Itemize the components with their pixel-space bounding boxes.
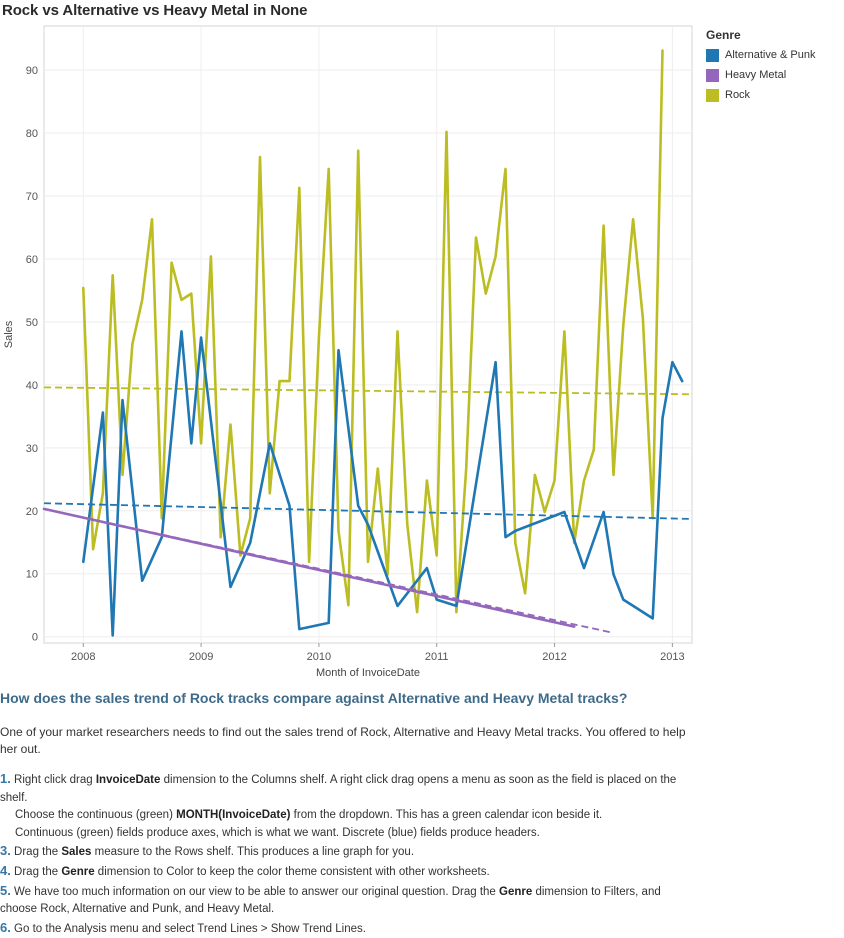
step-4: 4. Drag the Genre dimension to Color to … xyxy=(0,862,700,882)
x-axis-label: Month of InvoiceDate xyxy=(316,667,420,679)
legend-label: Alternative & Punk xyxy=(725,49,816,61)
step-5: 5. We have too much information on our v… xyxy=(0,882,700,919)
step-text: Drag the xyxy=(14,865,62,878)
step-text: dimension to the Columns shelf. A right … xyxy=(0,774,677,804)
step-field: Sales xyxy=(61,846,92,859)
plot-area xyxy=(43,25,693,644)
step-text: dimension to Filters, and choose Rock, A… xyxy=(0,885,661,916)
y-tick-label: 70 xyxy=(26,191,38,203)
x-tick-label: 2013 xyxy=(660,651,684,663)
step-number: 1. xyxy=(0,771,11,786)
legend-label: Rock xyxy=(725,89,751,101)
y-tick-label: 80 xyxy=(26,128,38,140)
step-field: MONTH(InvoiceDate) xyxy=(176,809,291,822)
step-number: 4. xyxy=(0,862,11,878)
legend-title: Genre xyxy=(706,28,741,42)
trend-line-rock xyxy=(43,386,693,396)
step-3: 3. Drag the Sales measure to the Rows sh… xyxy=(0,842,700,862)
x-tick-label: 2009 xyxy=(189,651,213,663)
step-text: from the dropdown. This has a green cale… xyxy=(290,809,603,822)
y-tick-label: 40 xyxy=(26,380,38,392)
step-text: measure to the Rows shelf. This produces… xyxy=(91,846,415,859)
legend: Genre Alternative & Punk Heavy Metal Roc… xyxy=(706,28,816,105)
step-number: 6. xyxy=(0,919,11,935)
x-tick-label: 2011 xyxy=(425,651,449,663)
intro-paragraph: One of your market researchers needs to … xyxy=(0,725,686,756)
series-line-alternative-punk xyxy=(82,330,684,637)
step-text: Choose the continuous (green) xyxy=(15,809,177,822)
step-6: 6. Go to the Analysis menu and select Tr… xyxy=(0,919,700,938)
step-text: Continuous (green) fields produce axes, … xyxy=(15,826,540,839)
trend-line-alternative-punk xyxy=(43,502,693,520)
step-1: 1. Right click drag InvoiceDate dimensio… xyxy=(0,770,700,807)
step-number: 3. xyxy=(0,843,11,859)
step-text: Right click drag xyxy=(14,774,96,786)
legend-swatch-rock xyxy=(706,88,719,102)
y-axis-label: Sales xyxy=(3,320,15,348)
step-text: dimension to Color to keep the color the… xyxy=(94,865,490,878)
legend-item-heavy-metal[interactable]: Heavy Metal xyxy=(706,65,816,85)
y-tick-label: 30 xyxy=(26,443,38,455)
legend-item-alternative-punk[interactable]: Alternative & Punk xyxy=(706,45,816,65)
step-field: Genre xyxy=(499,885,533,898)
step-text: Drag the xyxy=(14,846,62,859)
trend-line-heavy-metal xyxy=(43,508,614,634)
x-tick-label: 2012 xyxy=(542,651,566,663)
legend-label: Heavy Metal xyxy=(725,69,787,81)
step-field: InvoiceDate xyxy=(95,774,161,786)
y-tick-label: 50 xyxy=(26,317,38,329)
step-text: Go to the Analysis menu and select Trend… xyxy=(14,922,366,935)
line-chart: 0 10 20 30 40 50 60 70 80 90 2008 2009 2010 2011 2012 2… xyxy=(3,25,693,679)
y-tick-label: 60 xyxy=(26,254,38,266)
step-1-sub-a: Choose the continuous (green) MONTH(Invo… xyxy=(0,807,700,825)
series-line-rock xyxy=(82,49,664,614)
legend-item-rock[interactable]: Rock xyxy=(706,85,816,105)
chart-title: Rock vs Alternative vs Heavy Metal in No… xyxy=(2,2,308,19)
step-number: 5. xyxy=(0,882,11,898)
step-field: Genre xyxy=(61,865,95,878)
step-1-sub-b: Continuous (green) fields produce axes, … xyxy=(0,825,700,843)
question-heading: How does the sales trend of Rock tracks … xyxy=(0,690,628,706)
y-tick-label: 0 xyxy=(32,632,38,644)
y-tick-label: 90 xyxy=(26,65,38,77)
steps-list: 1. Right click drag InvoiceDate dimensio… xyxy=(0,770,700,938)
y-tick-label: 10 xyxy=(26,569,38,581)
x-tick-label: 2008 xyxy=(71,651,95,663)
legend-swatch-heavy-metal xyxy=(706,68,719,82)
y-tick-label: 20 xyxy=(26,506,38,518)
step-text: We have too much information on our view… xyxy=(10,885,500,898)
legend-swatch-alternative-punk xyxy=(706,48,719,62)
x-tick-label: 2010 xyxy=(307,651,331,663)
